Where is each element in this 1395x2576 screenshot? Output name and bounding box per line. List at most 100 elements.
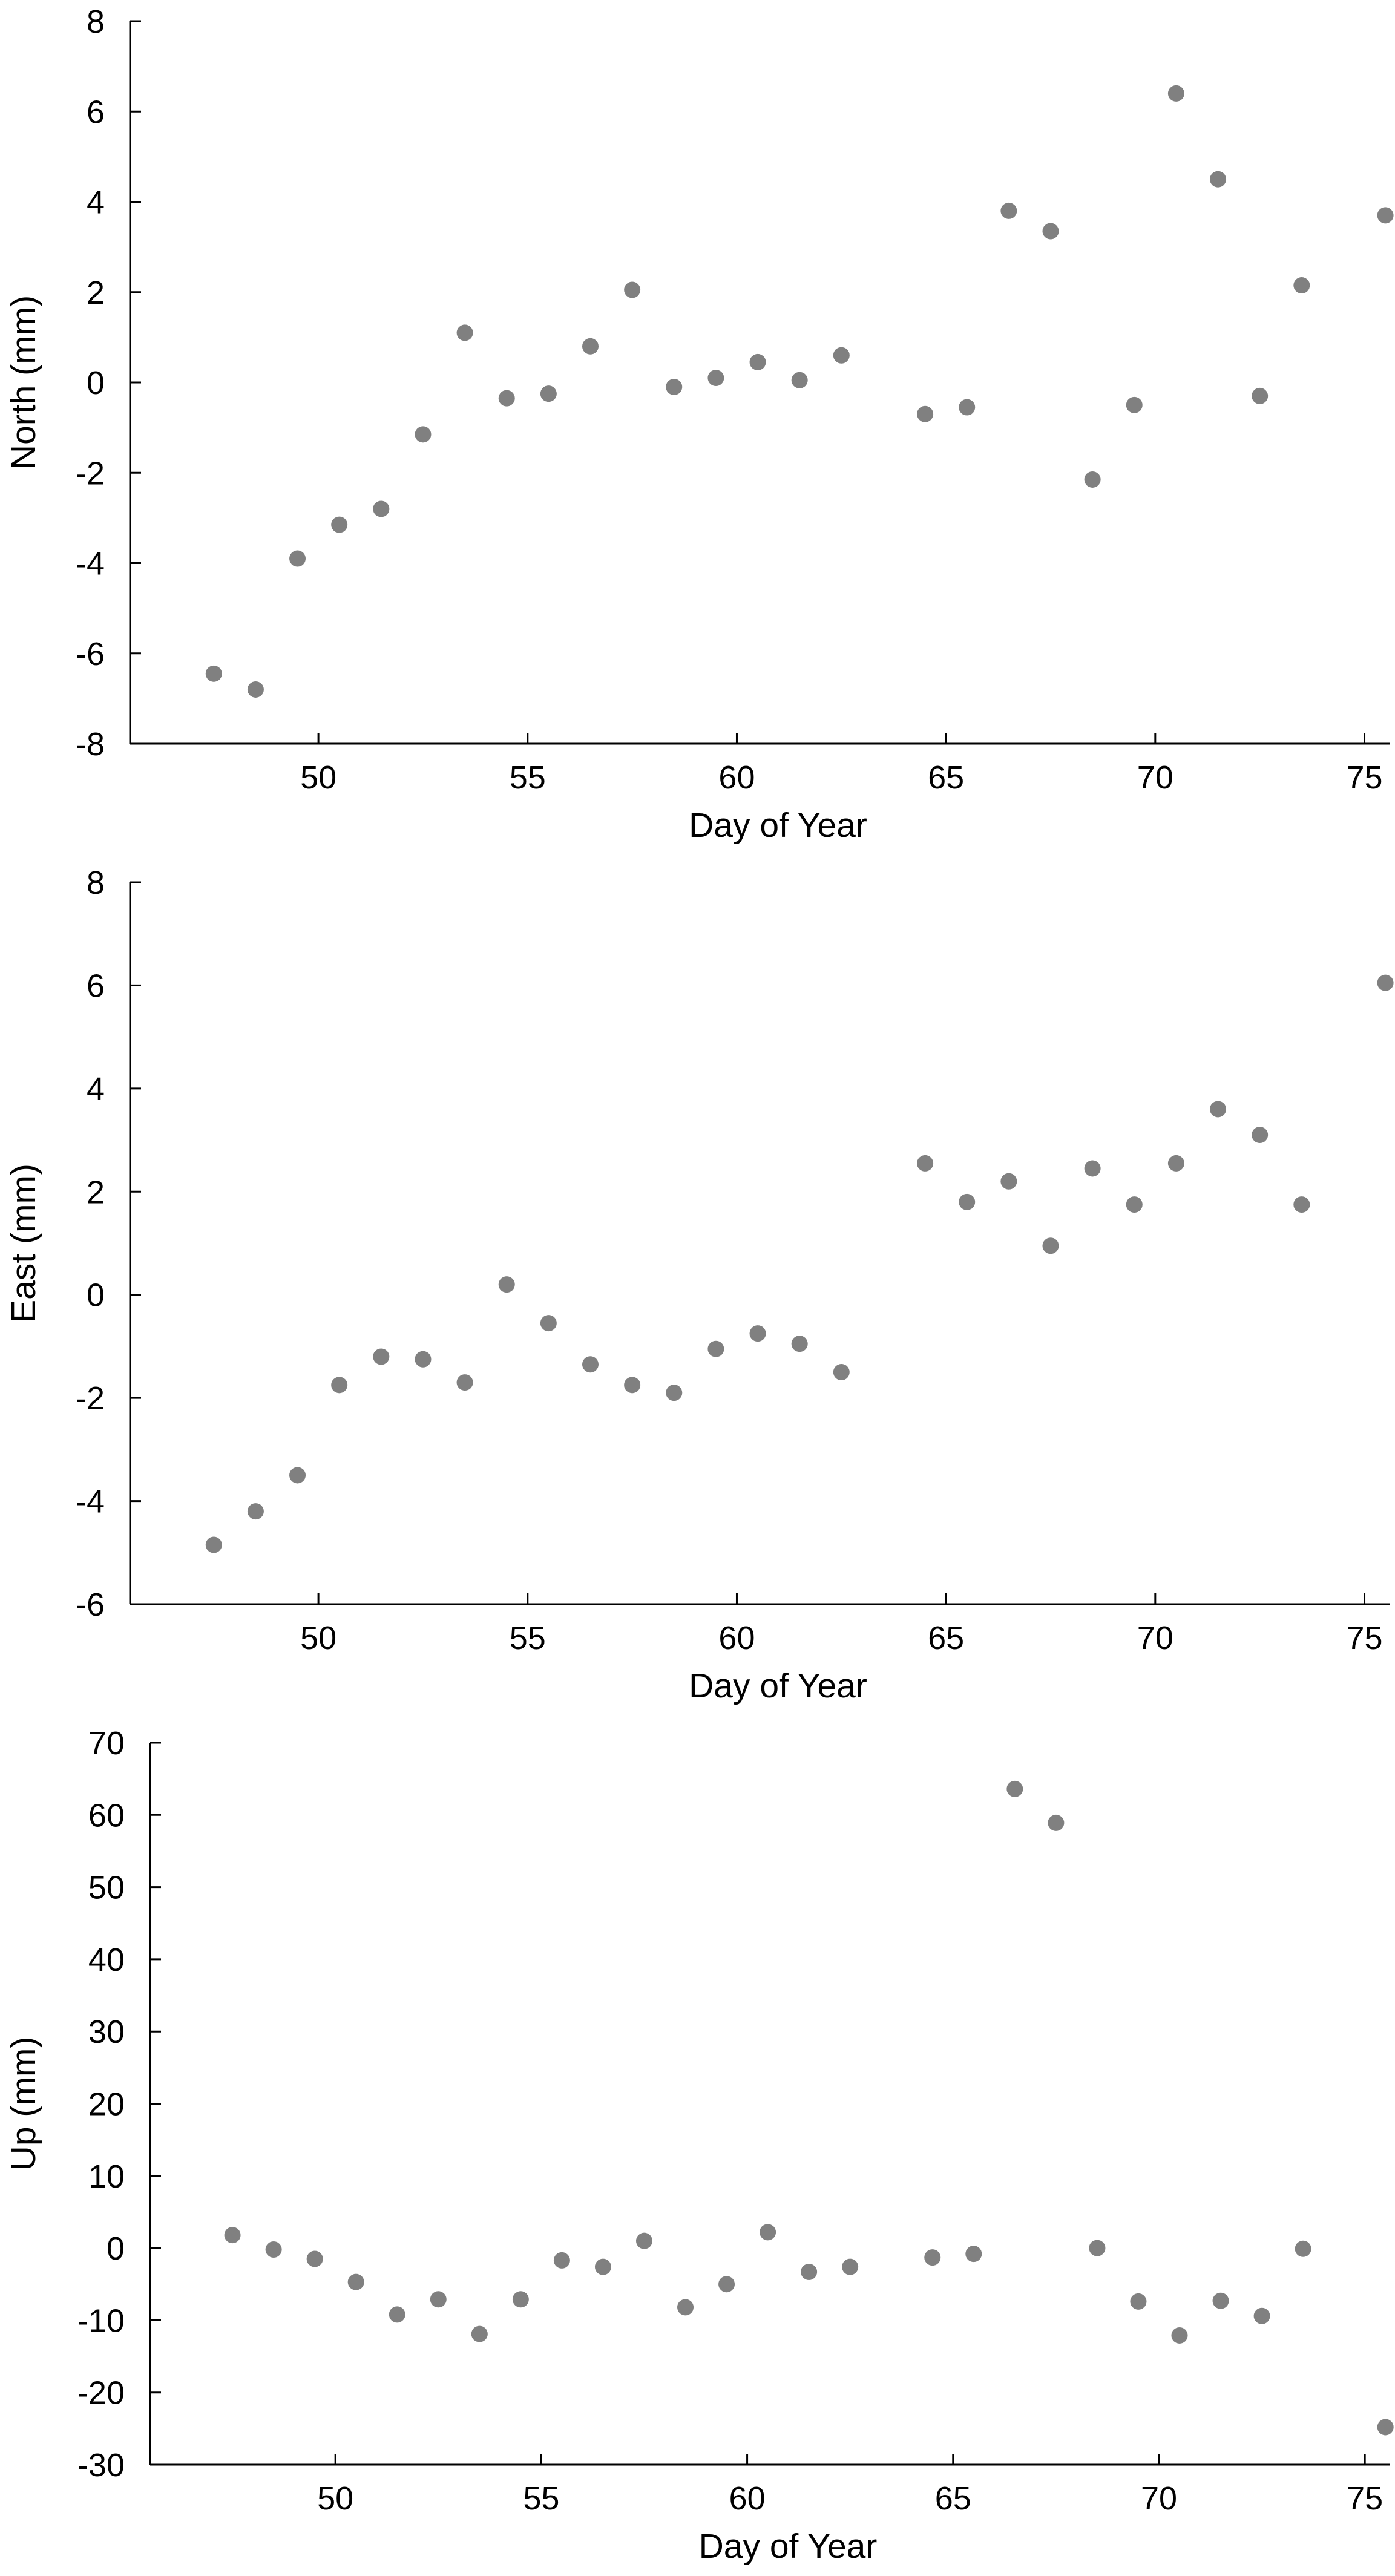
east-y-tick-label: 8 <box>87 865 105 901</box>
east-y-tick-label: -4 <box>76 1484 105 1520</box>
east-x-axis-title: Day of Year <box>689 1667 867 1705</box>
up-y-tick-label: 10 <box>88 2158 125 2195</box>
north-x-tick-label: 70 <box>1137 759 1173 796</box>
north-y-tick-label: 0 <box>87 365 105 401</box>
east-x-tick-label: 55 <box>510 1620 546 1656</box>
up-data-point <box>801 2263 818 2280</box>
east-y-tick-label: -2 <box>76 1380 105 1417</box>
up-y-tick-label: 50 <box>88 1870 125 1906</box>
up-y-tick-label: 70 <box>88 1725 125 1762</box>
up-data-point <box>635 2232 652 2249</box>
north-data-point <box>959 399 976 416</box>
north-data-point <box>1084 471 1101 488</box>
up-data-point <box>1253 2307 1270 2324</box>
up-x-tick-label: 60 <box>729 2480 766 2517</box>
north-y-tick-label: 2 <box>87 275 105 311</box>
up-data-point <box>1130 2293 1147 2310</box>
north-data-point <box>582 338 599 355</box>
east-y-tick-label: 4 <box>87 1071 105 1107</box>
east-data-point <box>331 1377 348 1394</box>
up-y-tick-label: 0 <box>107 2230 125 2267</box>
north-data-point <box>1167 85 1184 102</box>
up-data-point <box>594 2258 611 2275</box>
up-data-point <box>760 2224 776 2241</box>
east-data-point <box>289 1467 306 1484</box>
east-data-point <box>1293 1196 1310 1213</box>
north-x-tick-label: 65 <box>928 759 964 796</box>
up-data-point <box>265 2241 282 2258</box>
east-data-point <box>1252 1127 1269 1144</box>
east-data-point <box>1210 1101 1227 1118</box>
east-data-point <box>917 1155 934 1172</box>
up-data-point <box>1089 2240 1106 2256</box>
up-data-point <box>1295 2240 1311 2257</box>
up-x-tick-label: 65 <box>935 2480 971 2517</box>
east-data-point <box>1084 1160 1101 1177</box>
east-y-tick-label: 2 <box>87 1174 105 1210</box>
east-y-axis-title: East (mm) <box>4 1164 43 1323</box>
north-data-point <box>331 516 348 533</box>
east-data-point <box>1042 1237 1059 1254</box>
north-y-tick-label: 8 <box>87 4 105 40</box>
up-x-axis-title: Day of Year <box>699 2527 878 2566</box>
north-data-point <box>373 500 390 517</box>
east-data-point <box>707 1340 724 1357</box>
north-x-axis-title: Day of Year <box>689 806 867 845</box>
east-data-point <box>373 1348 390 1365</box>
east-data-point <box>205 1536 222 1553</box>
north-x-tick-label: 75 <box>1346 759 1382 796</box>
north-data-point <box>917 405 934 422</box>
north-data-point <box>1377 207 1394 224</box>
up-x-tick-label: 75 <box>1347 2480 1383 2517</box>
east-data-point <box>1000 1173 1017 1190</box>
up-data-point <box>389 2306 405 2323</box>
north-y-tick-label: -4 <box>76 546 105 582</box>
north-data-point <box>1042 223 1059 240</box>
north-data-point <box>415 426 432 443</box>
north-data-point <box>833 347 850 364</box>
up-y-tick-label: -30 <box>77 2447 125 2483</box>
north-data-point <box>666 378 683 395</box>
north-data-point <box>1293 277 1310 294</box>
up-data-point <box>924 2249 941 2266</box>
east-x-tick-label: 65 <box>928 1620 964 1656</box>
east-data-point <box>415 1351 432 1368</box>
north-y-tick-label: -8 <box>76 726 105 762</box>
up-x-tick-label: 70 <box>1141 2480 1177 2517</box>
north-y-axis-title: North (mm) <box>4 295 43 470</box>
up-data-point <box>677 2299 694 2316</box>
up-data-point <box>347 2273 364 2290</box>
north-data-point <box>247 681 264 698</box>
up-data-point <box>1006 1780 1023 1797</box>
up-data-point <box>1212 2292 1229 2309</box>
east-data-point <box>624 1377 641 1394</box>
east-y-tick-label: 0 <box>87 1277 105 1314</box>
east-x-tick-label: 70 <box>1137 1620 1173 1656</box>
north-x-tick-label: 50 <box>300 759 336 796</box>
up-y-tick-label: 60 <box>88 1797 125 1834</box>
up-panel: -30 -20 -10 0 10 20 30 40 50 60 70 50 55 60 65 70 75 Day … <box>4 1725 1394 2566</box>
up-y-tick-label: -10 <box>77 2302 125 2339</box>
north-data-point <box>1252 387 1269 404</box>
up-y-tick-label: 20 <box>88 2086 125 2123</box>
north-data-point <box>205 665 222 682</box>
east-y-tick-label: -6 <box>76 1587 105 1623</box>
up-y-tick-label: -20 <box>77 2375 125 2411</box>
up-data-point <box>1171 2327 1188 2344</box>
east-data-point <box>456 1374 473 1391</box>
east-x-tick-label: 75 <box>1346 1620 1382 1656</box>
north-data-point <box>540 385 557 402</box>
east-data-point <box>959 1193 976 1210</box>
east-x-tick-label: 60 <box>718 1620 755 1656</box>
up-data-point <box>224 2227 241 2244</box>
north-data-point <box>1000 202 1017 219</box>
east-x-tick-label: 50 <box>300 1620 336 1656</box>
north-data-point <box>456 324 473 341</box>
up-y-tick-label: 30 <box>88 2014 125 2050</box>
east-data-point <box>1167 1155 1184 1172</box>
up-data-point <box>1377 2419 1394 2436</box>
up-data-point <box>718 2276 735 2293</box>
north-x-tick-label: 60 <box>718 759 755 796</box>
north-y-tick-label: 4 <box>87 185 105 221</box>
